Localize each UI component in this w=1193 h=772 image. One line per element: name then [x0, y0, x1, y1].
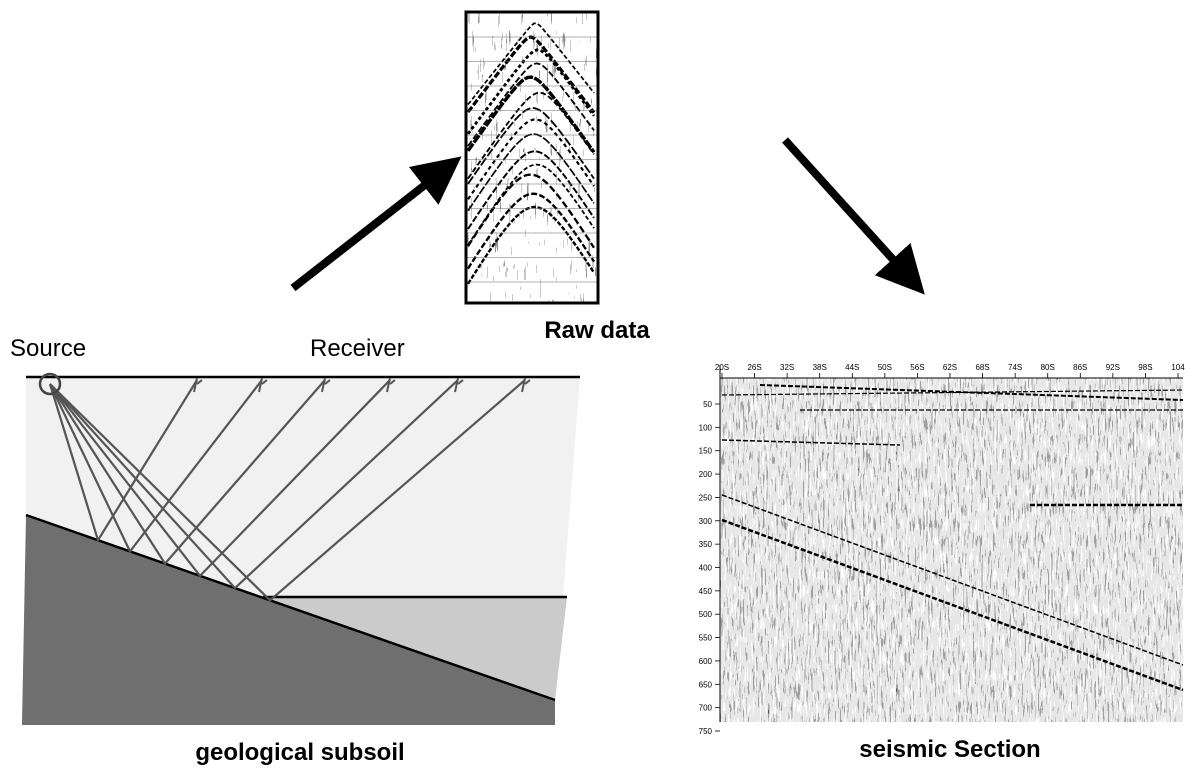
section-event: [721, 439, 901, 446]
top-axis-label: 50S: [878, 363, 892, 372]
ray: [49, 379, 263, 554]
raw-event: [466, 48, 596, 135]
reflector: [25, 513, 556, 702]
raw-event: [467, 91, 595, 180]
raw-data-label: Raw data: [544, 317, 650, 344]
left-axis-label: 200: [699, 470, 713, 479]
left-axis-label: 550: [699, 634, 713, 643]
left-axis-label: 600: [699, 657, 713, 666]
top-axis-label: 26S: [747, 363, 761, 372]
section-events: [721, 384, 1184, 692]
top-axis-label: 98S: [1138, 363, 1152, 372]
left-axis-label: 250: [699, 493, 713, 502]
raw-event: [467, 163, 595, 246]
section-event: [721, 494, 1184, 666]
top-axis-label: 68S: [975, 363, 989, 372]
receiver-label: Receiver: [310, 335, 405, 362]
raw-event: [467, 22, 595, 106]
receiver-symbol: [454, 377, 464, 393]
left-axis-label: 100: [699, 423, 713, 432]
source-label: Source: [10, 335, 86, 362]
arrow: [782, 137, 925, 295]
section-label: seismic Section: [859, 736, 1040, 763]
basement-layer: [22, 515, 555, 725]
raw-data-grid: [466, 36, 598, 283]
left-axis-label: 50: [703, 400, 712, 409]
receiver-symbol: [521, 377, 531, 393]
seismic-section: 20S 26S 32S 38S 44S 50S 56S 62S 68S 74S 80S 86S 92S 9…: [699, 363, 1186, 736]
top-axis-label: 44S: [845, 363, 859, 372]
wedge-layer: [263, 597, 567, 700]
raw-data-panel: [464, 10, 600, 305]
raw-event: [467, 150, 595, 230]
top-axis-label: 38S: [813, 363, 827, 372]
left-axis-label: 400: [699, 564, 713, 573]
left-axis-label: 650: [699, 680, 713, 689]
left-axis-label: 500: [699, 610, 713, 619]
geology-label: geological subsoil: [195, 739, 404, 766]
receiver-symbol: [193, 377, 203, 393]
arrow: [290, 156, 462, 292]
top-axis-label: 92S: [1106, 363, 1120, 372]
section-event: [721, 518, 1184, 692]
raw-event: [466, 192, 595, 270]
raw-event: [466, 205, 596, 285]
top-axis-label: 74S: [1008, 363, 1022, 372]
raw-data-frame: [464, 10, 600, 305]
raw-event: [466, 75, 596, 154]
raw-event: [467, 107, 595, 185]
receiver-symbol: [386, 377, 396, 393]
top-axis-label: 104: [1171, 363, 1185, 372]
receiver-symbol: [258, 377, 268, 393]
ray: [49, 379, 326, 566]
top-axis-label: 80S: [1041, 363, 1055, 372]
rays: [48, 377, 531, 602]
ray: [49, 379, 391, 578]
top-axis-label: 62S: [943, 363, 957, 372]
top-axis-label: 20S: [715, 363, 729, 372]
geology-model: [22, 372, 580, 725]
section-axis: 20S 26S 32S 38S 44S 50S 56S 62S 68S 74S 80S 86S 92S 9…: [699, 363, 1186, 736]
ray: [49, 379, 526, 602]
raw-event: [467, 62, 595, 147]
top-axis-label: 56S: [910, 363, 924, 372]
receiver-symbol: [321, 377, 331, 393]
top-axis-label: 86S: [1073, 363, 1087, 372]
left-axis-label: 450: [699, 587, 713, 596]
left-axis-label: 300: [699, 517, 713, 526]
left-axis-label: 350: [699, 540, 713, 549]
left-axis-label: 750: [699, 727, 713, 736]
left-axis-label: 150: [699, 447, 713, 456]
raw-event: [467, 118, 595, 200]
raw-event: [467, 133, 595, 212]
ray: [49, 379, 459, 590]
source-symbol: [38, 372, 62, 396]
raw-data-events: [466, 22, 596, 285]
section-texture: [720, 378, 1183, 722]
left-axis-label: 700: [699, 704, 713, 713]
ray: [48, 379, 198, 543]
top-axis-label: 32S: [780, 363, 794, 372]
